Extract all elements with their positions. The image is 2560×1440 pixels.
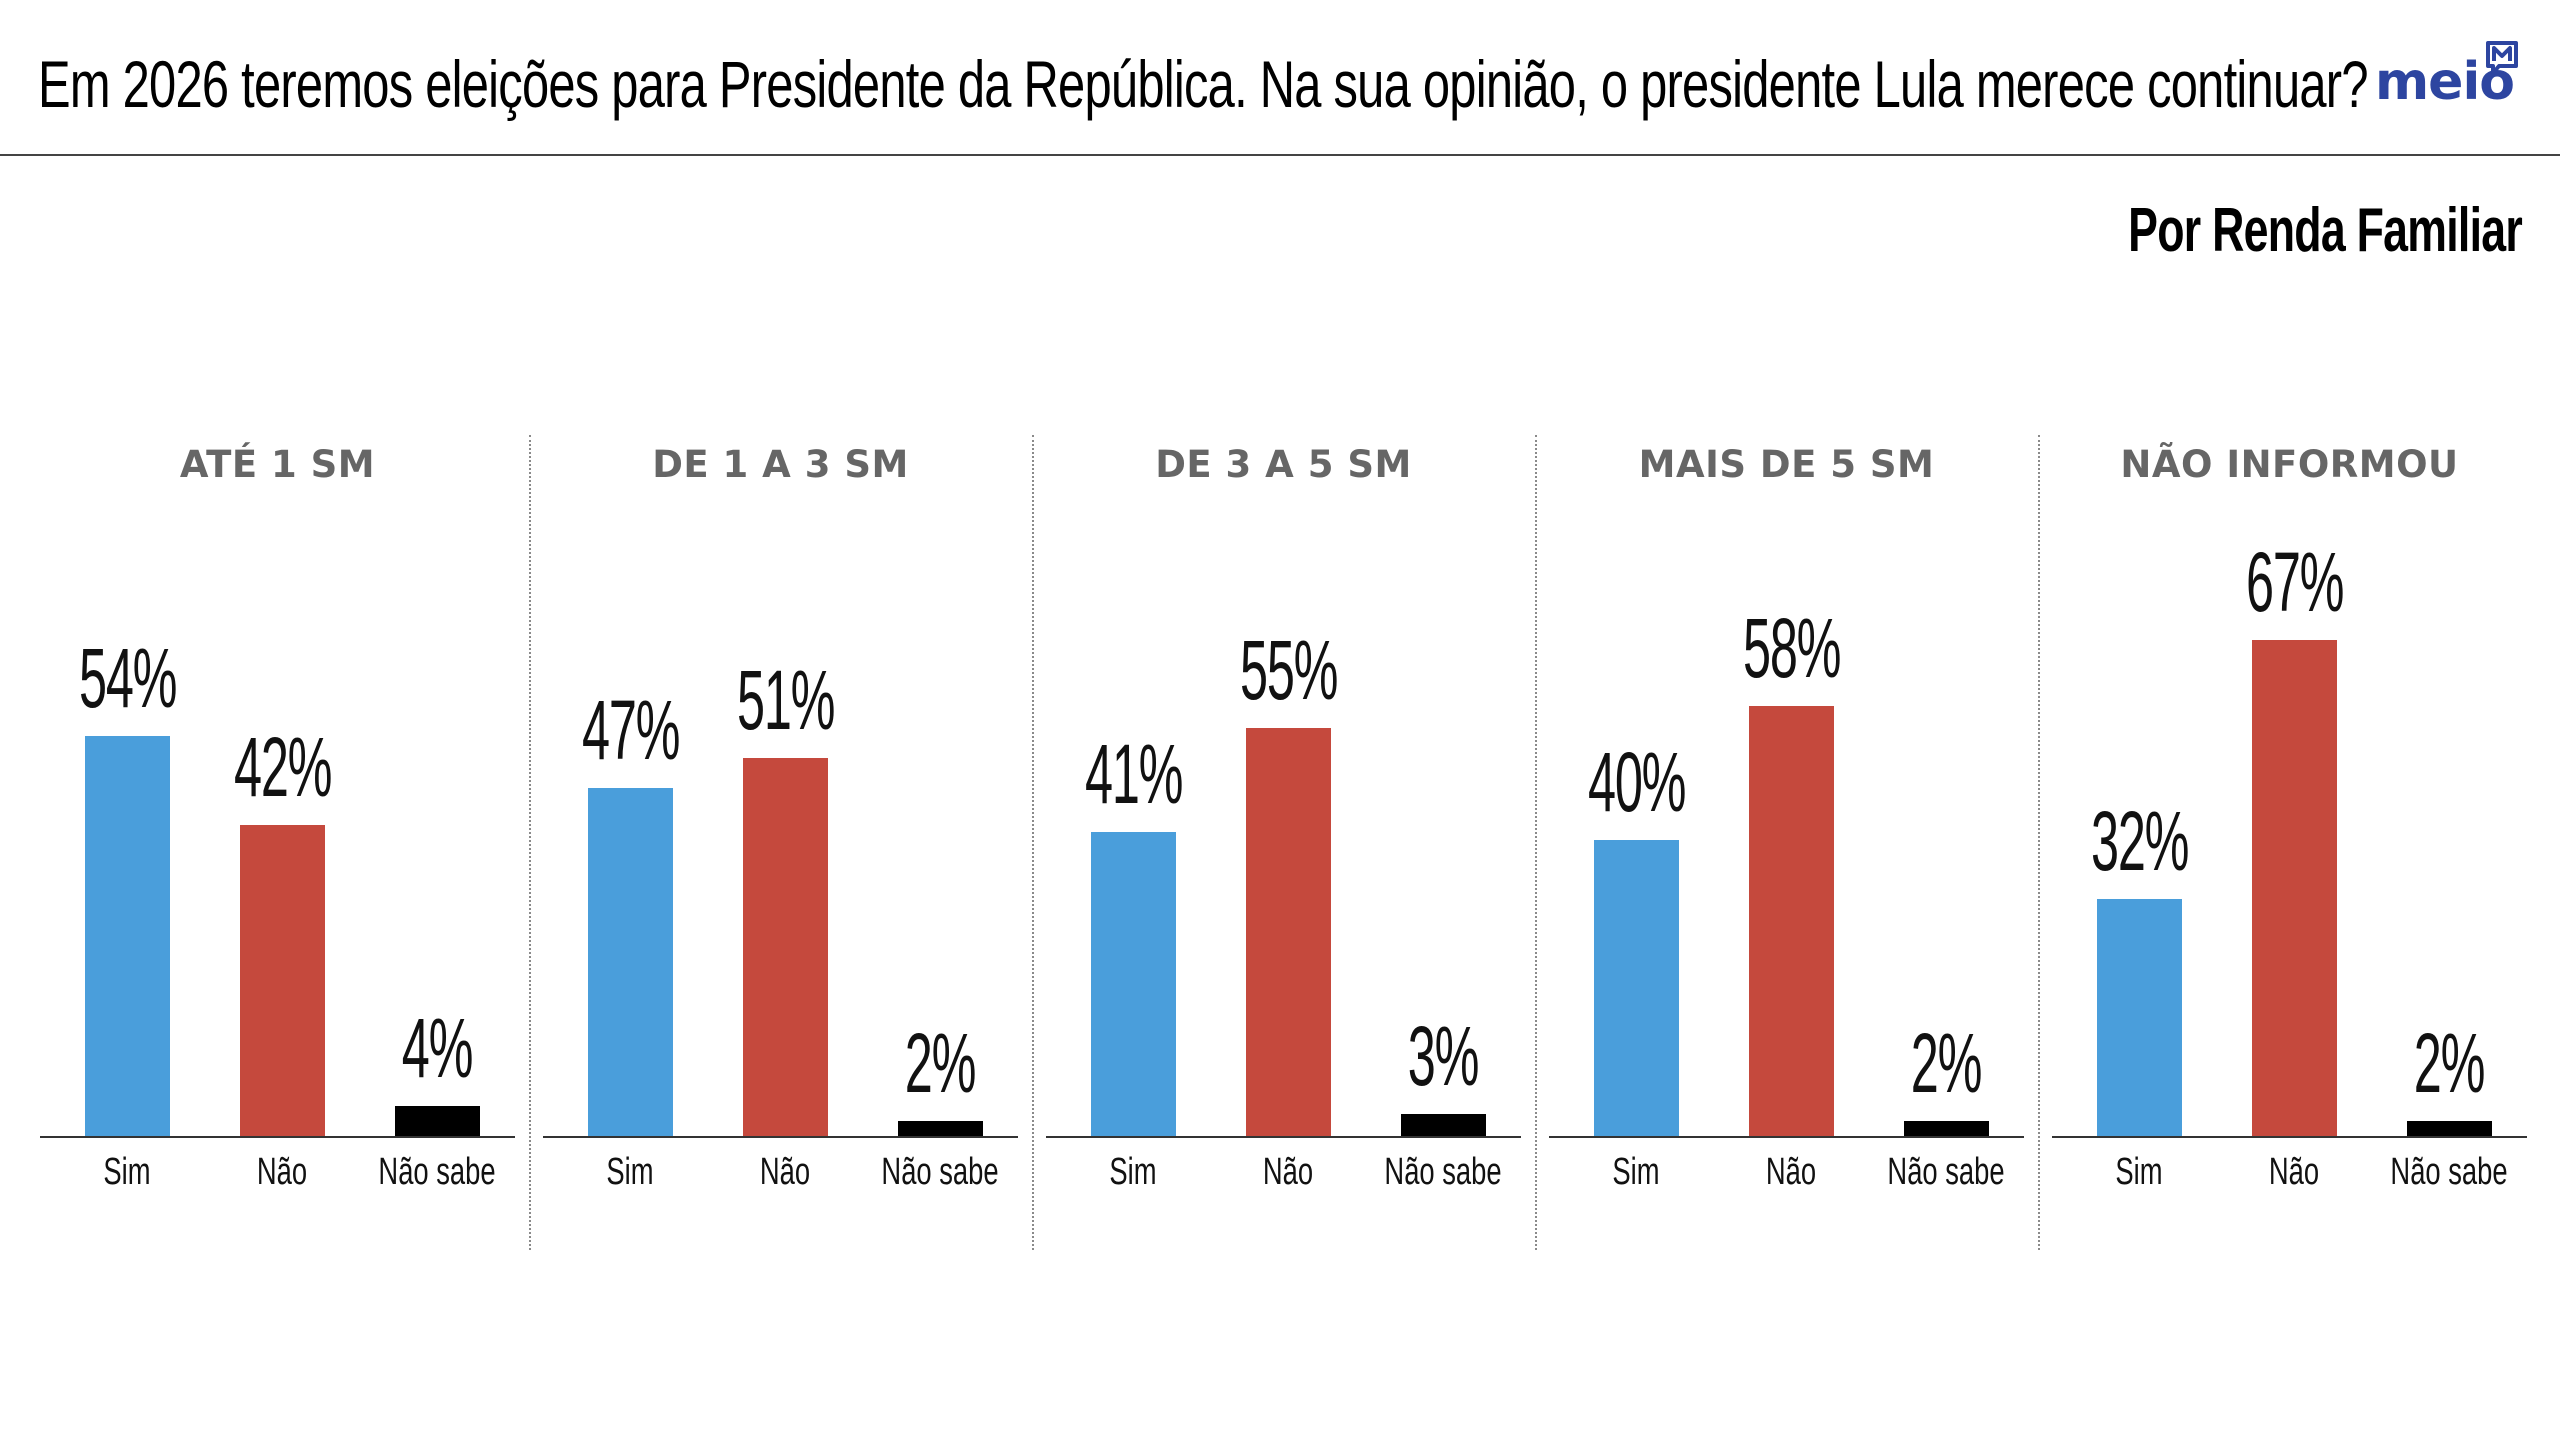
value-label-nao: 58%: [1743, 601, 1841, 695]
chart-panel: ATÉ 1 SM 54% Sim 42% Não 4% Não sabe: [40, 430, 515, 1230]
panel-baseline: [1046, 1136, 1521, 1138]
bar-nao: [240, 825, 325, 1136]
value-label-sim: 41%: [1085, 727, 1183, 821]
chart-panel: MAIS DE 5 SM 40% Sim 58% Não 2% Não sabe: [1549, 430, 2024, 1230]
category-label-sim: Sim: [2115, 1151, 2163, 1193]
value-label-sim: 47%: [582, 683, 680, 777]
panel-baseline: [1549, 1136, 2024, 1138]
bar-sim: [2097, 899, 2182, 1136]
meio-logo: meio: [2375, 38, 2525, 112]
value-label-nao-sabe: 2%: [2413, 1016, 2486, 1110]
category-label-sim: Sim: [103, 1151, 151, 1193]
category-label-nao-sabe: Não sabe: [1384, 1151, 1502, 1193]
panel-title: DE 3 A 5 SM: [1155, 443, 1412, 486]
chart-subtitle: Por Renda Familiar: [2128, 196, 2523, 265]
bar-sim: [588, 788, 673, 1136]
category-label-nao-sabe: Não sabe: [378, 1151, 496, 1193]
value-label-nao: 51%: [737, 653, 835, 747]
value-label-nao-sabe: 4%: [401, 1001, 474, 1095]
panel-title: ATÉ 1 SM: [179, 443, 376, 486]
logo-text: meio: [2375, 52, 2515, 112]
panel-title: DE 1 A 3 SM: [652, 443, 909, 486]
value-label-nao-sabe: 2%: [904, 1016, 977, 1110]
category-label-sim: Sim: [1109, 1151, 1157, 1193]
panel-baseline: [40, 1136, 515, 1138]
panel-baseline: [543, 1136, 1018, 1138]
value-label-sim: 32%: [2091, 794, 2189, 888]
value-label-nao-sabe: 2%: [1910, 1016, 1983, 1110]
chart-title-container: Em 2026 teremos eleições para Presidente…: [38, 44, 2368, 124]
category-label-nao: Não: [2268, 1151, 2320, 1193]
bar-nao: [1749, 706, 1834, 1136]
bar-nao: [1246, 728, 1331, 1136]
value-label-nao: 42%: [234, 720, 332, 814]
bar-sim: [1594, 840, 1679, 1136]
category-label-nao: Não: [759, 1151, 811, 1193]
category-label-nao-sabe: Não sabe: [1887, 1151, 2005, 1193]
panel-title: MAIS DE 5 SM: [1638, 443, 1935, 486]
panel-baseline: [2052, 1136, 2527, 1138]
bar-nao-sabe: [395, 1106, 480, 1136]
bar-nao-sabe: [1401, 1114, 1486, 1136]
value-label-sim: 40%: [1588, 735, 1686, 829]
chart-panel: DE 3 A 5 SM 41% Sim 55% Não 3% Não sabe: [1046, 430, 1521, 1230]
category-label-sim: Sim: [606, 1151, 654, 1193]
panel-divider: [529, 435, 531, 1250]
panel-title: NÃO INFORMOU: [2120, 443, 2459, 486]
bar-nao-sabe: [2407, 1121, 2492, 1136]
category-label-nao: Não: [1765, 1151, 1817, 1193]
category-label-sim: Sim: [1612, 1151, 1660, 1193]
category-label-nao: Não: [1262, 1151, 1314, 1193]
speech-bubble-m-icon: [2486, 41, 2518, 75]
category-label-nao-sabe: Não sabe: [881, 1151, 999, 1193]
category-label-nao: Não: [256, 1151, 308, 1193]
panel-divider: [1535, 435, 1537, 1250]
bar-nao: [2252, 640, 2337, 1136]
bar-nao-sabe: [1904, 1121, 1989, 1136]
chart-title: Em 2026 teremos eleições para Presidente…: [38, 47, 2368, 121]
chart-panel: DE 1 A 3 SM 47% Sim 51% Não 2% Não sabe: [543, 430, 1018, 1230]
value-label-nao-sabe: 3%: [1407, 1009, 1480, 1103]
bar-sim: [85, 736, 170, 1136]
bar-sim: [1091, 832, 1176, 1136]
value-label-nao: 67%: [2246, 535, 2344, 629]
value-label-sim: 54%: [79, 631, 177, 725]
chart-panel: NÃO INFORMOU 32% Sim 67% Não 2% Não sabe: [2052, 430, 2527, 1230]
header-rule: [0, 154, 2560, 156]
panel-divider: [2038, 435, 2040, 1250]
value-label-nao: 55%: [1240, 623, 1338, 717]
bar-nao-sabe: [898, 1121, 983, 1136]
panel-divider: [1032, 435, 1034, 1250]
bar-nao: [743, 758, 828, 1136]
category-label-nao-sabe: Não sabe: [2390, 1151, 2508, 1193]
